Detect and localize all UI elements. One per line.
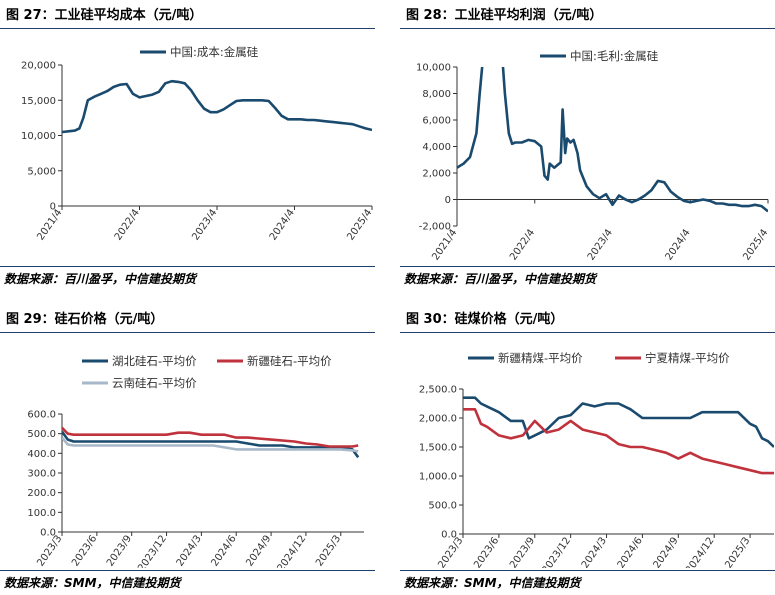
y-tick-label: 5,000 xyxy=(27,166,56,177)
chart-title: 图 29：硅石价格（元/吨） xyxy=(6,312,164,327)
y-tick-label: 2,500.0 xyxy=(419,385,457,396)
x-tick-label: 2024/6 xyxy=(616,535,645,568)
y-tick-label: 20,000 xyxy=(21,61,56,72)
y-tick-label: 0 xyxy=(50,202,56,213)
x-tick-label: 2023/12 xyxy=(540,535,573,568)
x-tick-label: 2022/4 xyxy=(508,227,537,262)
x-tick-label: 2025/3 xyxy=(723,535,752,568)
series-line xyxy=(62,79,372,134)
legend-label: 湖北硅石-平均价 xyxy=(112,354,197,368)
source-rule xyxy=(0,570,375,571)
x-tick-label: 2025/3 xyxy=(314,533,343,568)
legend-label: 宁夏精煤-平均价 xyxy=(645,351,730,365)
y-tick-label: 300.0 xyxy=(27,469,56,480)
source-note: 数据来源：SMM，中信建投期货 xyxy=(4,576,181,590)
title-rule xyxy=(400,28,775,29)
legend-label: 新疆精煤-平均价 xyxy=(498,351,583,365)
x-tick-label: 2023/6 xyxy=(472,535,501,568)
x-tick-label: 2023/9 xyxy=(105,533,134,568)
series-line xyxy=(62,426,359,448)
series-line xyxy=(62,430,360,459)
series-line xyxy=(62,436,359,453)
chart-profit: -2,000 0 2,000 4,000 6,000 8,000 10,000 2021/4 2… xyxy=(416,49,770,263)
y-tick-label: -2,000 xyxy=(419,222,451,233)
y-tick-label: 0.0 xyxy=(40,528,56,539)
x-tick-label: 2024/4 xyxy=(268,207,297,242)
y-tick-label: 500.0 xyxy=(428,501,457,512)
x-tick-label: 2023/9 xyxy=(508,535,537,568)
y-tick-label: 10,000 xyxy=(416,63,451,74)
x-tick-label: 2023/12 xyxy=(136,533,169,568)
panel-profit: 图 28：工业硅平均利润（元/吨） -2,000 0 2,000 4,000 6,000… xyxy=(400,0,775,290)
y-tick-label: 2,000.0 xyxy=(419,414,457,425)
y-tick-label: 8,000 xyxy=(422,89,451,100)
legend-label: 新疆硅石-平均价 xyxy=(247,354,332,368)
title-rule xyxy=(0,28,375,29)
x-tick-label: 2024/3 xyxy=(175,533,204,568)
x-tick-label: 2024/12 xyxy=(684,535,717,568)
series-line xyxy=(463,396,774,448)
y-tick-label: 400.0 xyxy=(27,449,56,460)
y-tick-label: 6,000 xyxy=(422,116,451,127)
y-tick-label: 2,000 xyxy=(422,169,451,180)
x-tick-label: 2021/4 xyxy=(430,227,459,262)
panel-coal: 图 30：硅煤价格（元/吨） 0.0 500.0 1,000.0 1,500.0 2,0… xyxy=(400,302,775,595)
y-tick-label: 15,000 xyxy=(21,96,56,107)
x-tick-label: 2024/3 xyxy=(580,535,609,568)
chart-title: 图 28：工业硅平均利润（元/吨） xyxy=(406,8,603,23)
title-rule xyxy=(0,332,375,333)
source-rule xyxy=(400,266,775,267)
x-tick-label: 2021/4 xyxy=(35,207,64,242)
x-tick-label: 2025/4 xyxy=(741,227,770,262)
legend-label: 中国:毛利:金属硅 xyxy=(570,49,659,63)
panel-quartzite: 图 29：硅石价格（元/吨） 0.0 100.0 200.0 300.0 400.0 50… xyxy=(0,302,375,595)
series-line xyxy=(457,67,768,213)
y-tick-label: 10,000 xyxy=(21,131,56,142)
y-tick-label: 1,000.0 xyxy=(419,472,457,483)
chart-coal: 0.0 500.0 1,000.0 1,500.0 2,000.0 2,500.0 2023… xyxy=(419,351,774,568)
x-tick-label: 2024/4 xyxy=(664,227,693,262)
source-rule xyxy=(400,570,775,571)
chart-title: 图 27：工业硅平均成本（元/吨） xyxy=(6,8,203,23)
series-line xyxy=(463,408,774,475)
y-tick-label: 4,000 xyxy=(422,142,451,153)
x-tick-label: 2024/12 xyxy=(276,533,309,568)
x-tick-label: 2024/9 xyxy=(244,533,273,568)
y-tick-label: 200.0 xyxy=(27,488,56,499)
source-note: 数据来源：百川盈孚，中信建投期货 xyxy=(4,272,197,286)
x-tick-label: 2024/9 xyxy=(652,535,681,568)
panel-cost: 图 27：工业硅平均成本（元/吨） 0 5,000 10,000 15,000 20,0… xyxy=(0,0,375,290)
x-tick-label: 2023/6 xyxy=(70,533,99,568)
x-tick-label: 2024/6 xyxy=(209,533,238,568)
y-tick-label: 500.0 xyxy=(27,429,56,440)
y-tick-label: 1,500.0 xyxy=(419,443,457,454)
title-rule xyxy=(400,332,775,333)
legend-label: 云南硅石-平均价 xyxy=(112,376,197,390)
chart-title: 图 30：硅煤价格（元/吨） xyxy=(406,312,564,327)
x-tick-label: 2022/4 xyxy=(113,207,142,242)
chart-cost: 0 5,000 10,000 15,000 20,000 2021/4 2022/4 2023… xyxy=(21,45,374,243)
y-tick-label: 0 xyxy=(445,195,451,206)
x-tick-label: 2025/4 xyxy=(345,207,374,242)
y-tick-label: 100.0 xyxy=(27,508,56,519)
x-tick-label: 2023/4 xyxy=(586,227,615,262)
source-rule xyxy=(0,266,375,267)
legend-label: 中国:成本:金属硅 xyxy=(170,45,259,59)
y-tick-label: 600.0 xyxy=(27,410,56,421)
y-tick-label: 0.0 xyxy=(441,530,457,541)
source-note: 数据来源：百川盈孚，中信建投期货 xyxy=(404,272,597,286)
x-tick-label: 2023/3 xyxy=(35,533,64,568)
x-tick-label: 2023/4 xyxy=(190,207,219,242)
source-note: 数据来源：SMM，中信建投期货 xyxy=(404,576,581,590)
